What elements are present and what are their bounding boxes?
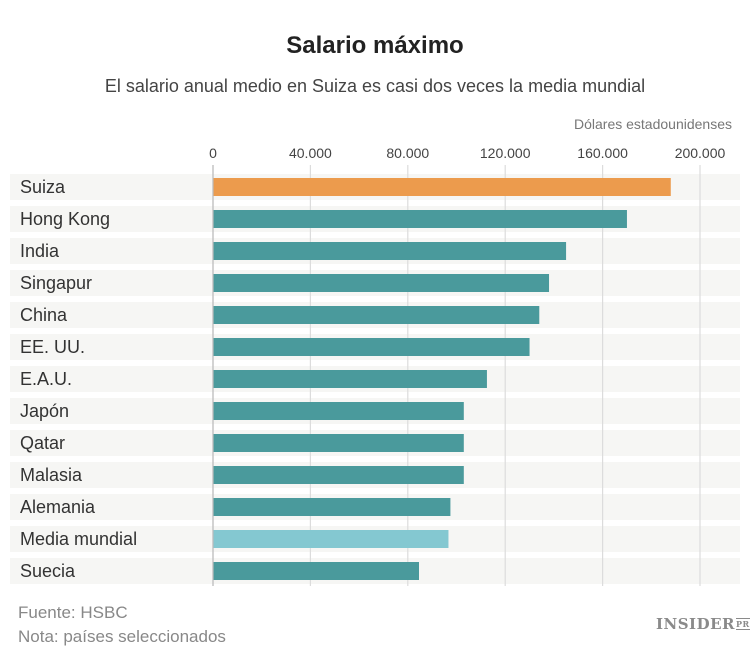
bar-chart: 0 40.000 80.000 120.000 160.000 200.000 Suiza H… bbox=[10, 145, 740, 586]
chart-title: Salario máximo bbox=[286, 32, 464, 59]
tick-label: 160.000 bbox=[577, 145, 628, 161]
tick-label: 40.000 bbox=[289, 145, 332, 161]
bar-china bbox=[213, 306, 540, 324]
insider-pro-logo: INSIDERPRO bbox=[656, 615, 750, 633]
category-label: Japón bbox=[20, 401, 69, 421]
selection-note: Nota: países seleccionados bbox=[18, 627, 226, 646]
source-note: Fuente: HSBC bbox=[18, 603, 128, 622]
category-label: Hong Kong bbox=[20, 209, 110, 229]
chart-subtitle: El salario anual medio en Suiza es casi … bbox=[104, 76, 646, 96]
tick-label: 0 bbox=[209, 145, 217, 161]
category-label: Suiza bbox=[20, 177, 66, 197]
bar-singapur bbox=[213, 274, 550, 292]
category-label: E.A.U. bbox=[20, 369, 72, 389]
tick-label: 120.000 bbox=[480, 145, 531, 161]
category-label: Suecia bbox=[20, 561, 76, 581]
category-label: China bbox=[20, 305, 68, 325]
bar-india bbox=[213, 242, 567, 260]
bar-suiza bbox=[213, 178, 671, 196]
unit-label: Dólares estadounidenses bbox=[574, 116, 732, 132]
bar-qatar bbox=[213, 434, 464, 452]
bar-e-a-u- bbox=[213, 370, 487, 388]
bar-jap-n bbox=[213, 402, 464, 420]
category-label: India bbox=[20, 241, 60, 261]
bar-malasia bbox=[213, 466, 464, 484]
category-label: Alemania bbox=[20, 497, 96, 517]
tick-label: 80.000 bbox=[386, 145, 429, 161]
category-label: EE. UU. bbox=[20, 337, 85, 357]
category-label: Singapur bbox=[20, 273, 92, 293]
tick-label: 200.000 bbox=[675, 145, 726, 161]
category-label: Qatar bbox=[20, 433, 65, 453]
category-label: Malasia bbox=[20, 465, 83, 485]
bar-alemania bbox=[213, 498, 451, 516]
bar-hong-kong bbox=[213, 210, 627, 228]
category-label: Media mundial bbox=[20, 529, 137, 549]
bar-media-mundial bbox=[213, 530, 449, 548]
bar-suecia bbox=[213, 562, 420, 580]
bar-ee-uu- bbox=[213, 338, 530, 356]
